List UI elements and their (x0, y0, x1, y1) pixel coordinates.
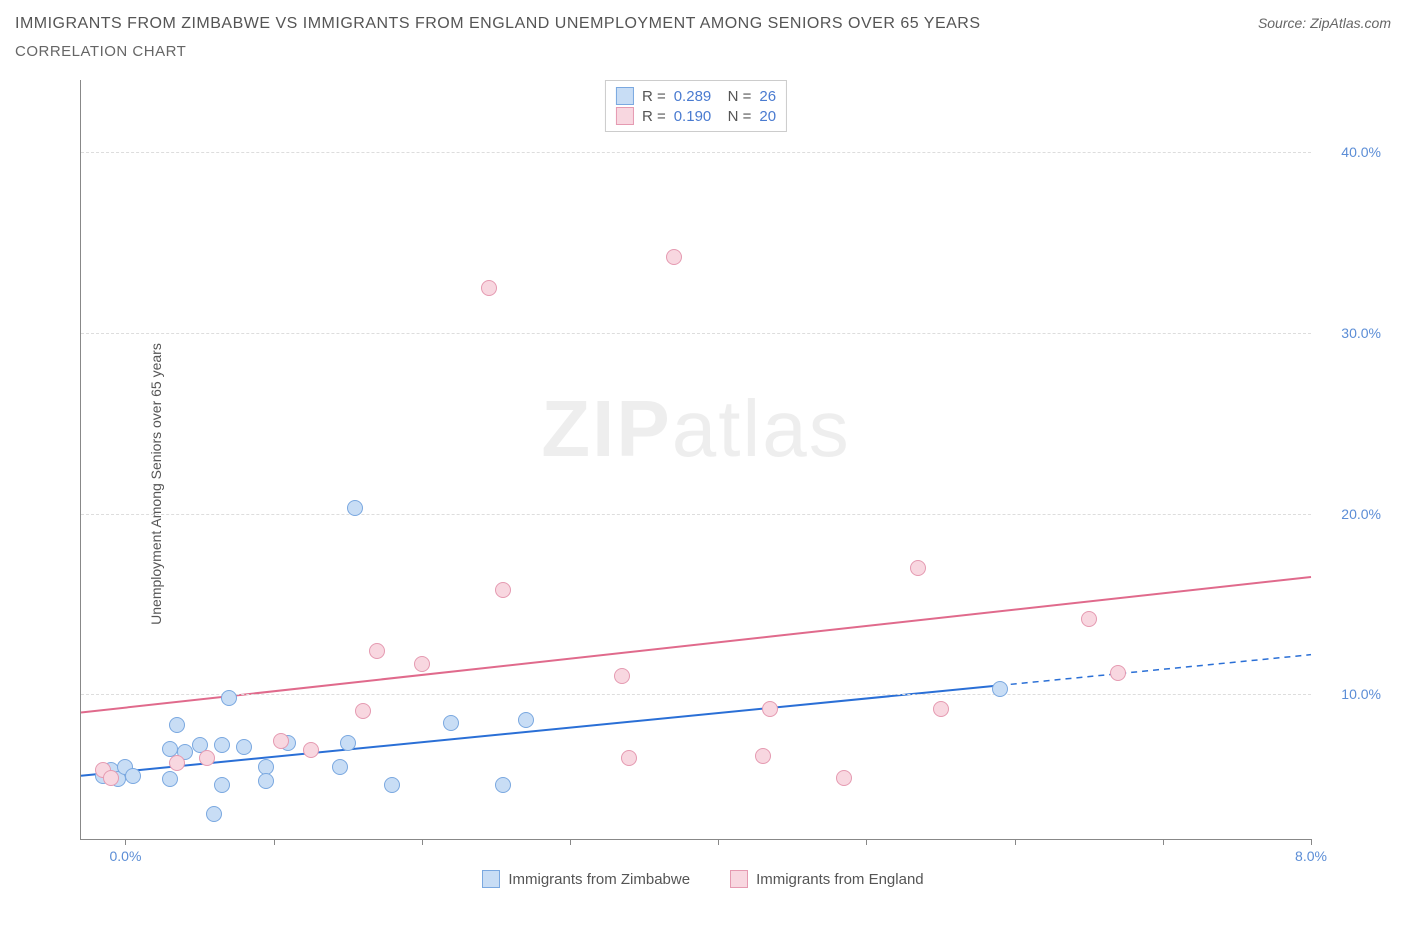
stat-n-value: 20 (759, 108, 776, 125)
data-point (992, 681, 1008, 697)
data-point (384, 777, 400, 793)
legend-swatch (730, 870, 748, 888)
x-tick-label: 0.0% (109, 848, 141, 864)
stat-n-value: 26 (759, 88, 776, 105)
data-point (755, 748, 771, 764)
stat-r-label: R = (642, 108, 666, 125)
data-point (910, 560, 926, 576)
grid-line (81, 694, 1311, 695)
stat-n-label: N = (719, 88, 751, 105)
legend-item: Immigrants from Zimbabwe (482, 870, 690, 888)
data-point (169, 755, 185, 771)
data-point (1081, 611, 1097, 627)
x-tick-label: 8.0% (1295, 848, 1327, 864)
grid-line (81, 514, 1311, 515)
data-point (355, 703, 371, 719)
grid-line (81, 333, 1311, 334)
data-point (762, 701, 778, 717)
legend-label: Immigrants from England (756, 871, 924, 888)
grid-line (81, 152, 1311, 153)
data-point (236, 739, 252, 755)
data-point (332, 759, 348, 775)
stat-r-value: 0.190 (674, 108, 712, 125)
header: IMMIGRANTS FROM ZIMBABWE VS IMMIGRANTS F… (15, 15, 1391, 70)
data-point (414, 656, 430, 672)
trend-line (81, 577, 1311, 713)
data-point (1110, 665, 1126, 681)
data-point (495, 777, 511, 793)
x-tick (866, 839, 867, 845)
data-point (481, 280, 497, 296)
data-point (214, 777, 230, 793)
x-tick (422, 839, 423, 845)
stats-legend-row: R = 0.289 N = 26 (616, 87, 776, 105)
chart-title: IMMIGRANTS FROM ZIMBABWE VS IMMIGRANTS F… (15, 15, 981, 33)
data-point (518, 712, 534, 728)
x-tick (274, 839, 275, 845)
stats-legend: R = 0.289 N = 26 R = 0.190 N = 20 (605, 80, 787, 132)
data-point (103, 770, 119, 786)
bottom-legend: Immigrants from Zimbabwe Immigrants from… (15, 870, 1391, 888)
data-point (125, 768, 141, 784)
x-tick (125, 839, 126, 845)
legend-swatch (616, 87, 634, 105)
data-point (303, 742, 319, 758)
data-point (199, 750, 215, 766)
data-point (258, 773, 274, 789)
legend-item: Immigrants from England (730, 870, 924, 888)
data-point (666, 249, 682, 265)
y-tick-label: 40.0% (1341, 144, 1381, 160)
x-tick (570, 839, 571, 845)
x-tick (1163, 839, 1164, 845)
data-point (169, 717, 185, 733)
legend-label: Immigrants from Zimbabwe (508, 871, 690, 888)
chart-subtitle: CORRELATION CHART (15, 43, 981, 60)
data-point (273, 733, 289, 749)
data-point (836, 770, 852, 786)
chart-container: Unemployment Among Seniors over 65 years… (15, 80, 1391, 888)
x-tick (1015, 839, 1016, 845)
data-point (369, 643, 385, 659)
data-point (621, 750, 637, 766)
stat-r-value: 0.289 (674, 88, 712, 105)
data-point (495, 582, 511, 598)
y-tick-label: 30.0% (1341, 325, 1381, 341)
data-point (214, 737, 230, 753)
stat-r-label: R = (642, 88, 666, 105)
legend-swatch (616, 107, 634, 125)
y-tick-label: 10.0% (1341, 686, 1381, 702)
legend-swatch (482, 870, 500, 888)
stats-legend-row: R = 0.190 N = 20 (616, 107, 776, 125)
source-attribution: Source: ZipAtlas.com (1258, 15, 1391, 31)
plot-area: ZIPatlas R = 0.289 N = 26 R = 0.190 N = … (80, 80, 1311, 840)
title-block: IMMIGRANTS FROM ZIMBABWE VS IMMIGRANTS F… (15, 15, 981, 70)
source-name: ZipAtlas.com (1310, 15, 1391, 31)
data-point (221, 690, 237, 706)
data-point (162, 771, 178, 787)
data-point (443, 715, 459, 731)
trend-lines-layer (81, 80, 1311, 839)
data-point (206, 806, 222, 822)
x-tick (1311, 839, 1312, 845)
data-point (614, 668, 630, 684)
source-prefix: Source: (1258, 15, 1310, 31)
data-point (340, 735, 356, 751)
data-point (933, 701, 949, 717)
x-tick (718, 839, 719, 845)
y-tick-label: 20.0% (1341, 506, 1381, 522)
data-point (347, 500, 363, 516)
stat-n-label: N = (719, 108, 751, 125)
trend-line (81, 685, 1000, 775)
trend-line-extrapolation (1000, 655, 1311, 686)
